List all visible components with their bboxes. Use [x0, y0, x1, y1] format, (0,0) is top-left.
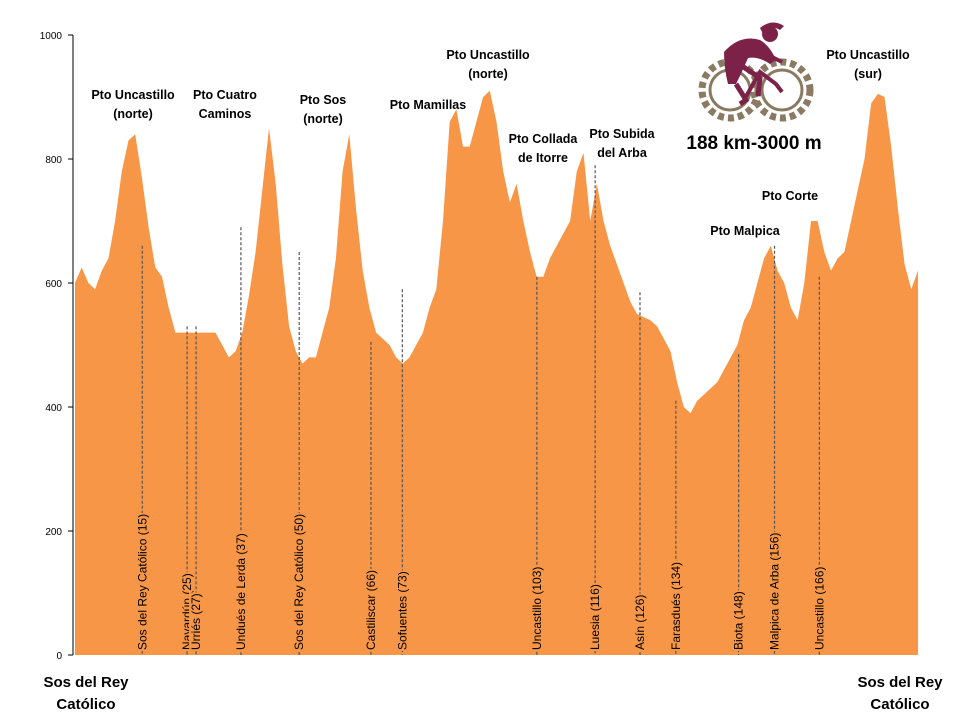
end-label: Sos del Rey Católico	[857, 674, 943, 713]
town-label: Uncastillo (103)	[530, 567, 544, 650]
y-tick-label: 800	[45, 155, 62, 166]
town-label-backing	[632, 593, 647, 651]
town-marker: Urriés (27)	[189, 326, 204, 655]
town-marker: Sos del Rey Católico (15)	[135, 245, 150, 655]
town-label: Biota (148)	[732, 591, 746, 650]
town-label-backing	[363, 568, 378, 651]
town-marker: Undués de Lerda (37)	[233, 227, 248, 655]
town-marker: Asín (126)	[632, 292, 647, 655]
peak-label-line: (norte)	[113, 107, 153, 121]
town-label-backing	[767, 531, 782, 651]
town-marker: Malpica de Arba (156)	[767, 245, 782, 655]
elevation-area-layer	[75, 90, 918, 656]
peak-label-line: del Arba	[597, 146, 648, 160]
town-label: Asín (126)	[633, 595, 647, 650]
y-tick-label: 400	[45, 403, 62, 414]
town-label-backing	[588, 583, 603, 651]
start-label-line-2: Católico	[56, 696, 115, 713]
town-marker: Sos del Rey Católico (50)	[292, 252, 307, 655]
town-marker: Luesia (116)	[588, 165, 603, 655]
peak-label: Pto Uncastillo (norte)	[446, 48, 530, 81]
town-label: Sofuentes (73)	[395, 571, 409, 650]
peak-label-line: Pto Corte	[762, 189, 818, 203]
y-tick-label: 0	[56, 651, 62, 662]
peak-label: Pto Collada de Itorre	[509, 132, 579, 165]
peak-label: Pto Malpica	[710, 224, 781, 238]
peak-label-line: Pto Sos	[300, 93, 347, 107]
peak-label-line: de Itorre	[518, 151, 568, 165]
town-marker: Castiliscar (66)	[363, 341, 378, 655]
town-label: Uncastillo (166)	[812, 567, 826, 650]
town-marker: Farasdués (134)	[668, 400, 683, 655]
town-label: Undués de Lerda (37)	[234, 533, 248, 650]
y-axis	[68, 34, 74, 656]
peak-label-line: (norte)	[468, 67, 508, 81]
peak-label: Pto Uncastillo (sur)	[826, 48, 910, 81]
peak-label-line: Pto Uncastillo	[826, 48, 910, 62]
town-label: Luesia (116)	[588, 584, 602, 650]
town-label-backing	[395, 570, 410, 651]
town-label: Sos del Rey Católico (15)	[135, 514, 149, 650]
town-marker: Biota (148)	[731, 354, 746, 655]
town-marker: Uncastillo (166)	[812, 276, 827, 655]
town-markers: Sos del Rey Católico (15) Navardún (25)Ur…	[135, 165, 827, 655]
peak-label-line: Caminos	[199, 107, 252, 121]
town-label: Urriés (27)	[189, 593, 203, 650]
end-label-line-1: Sos del Rey	[857, 674, 943, 691]
route-label: 188 km-3000 m	[686, 133, 821, 154]
peak-label: Pto Uncastillo (norte)	[91, 88, 175, 121]
peak-label-line: (sur)	[854, 67, 882, 81]
peak-label-line: (norte)	[303, 112, 343, 126]
y-tick-labels: 0 200 400 600 800 1000	[40, 31, 63, 662]
end-label-line-2: Católico	[870, 696, 929, 713]
town-label-backing	[812, 565, 827, 651]
y-tick-label: 200	[45, 527, 62, 538]
start-label: Sos del Rey Católico	[43, 674, 129, 713]
town-marker: Uncastillo (103)	[529, 276, 544, 655]
peak-label-line: Pto Mamillas	[390, 98, 466, 112]
y-tick-label: 600	[45, 279, 62, 290]
peak-label: Pto Cuatro Caminos	[193, 88, 257, 121]
peak-label-line: Pto Uncastillo	[446, 48, 530, 62]
town-label-backing	[135, 512, 150, 651]
town-label-backing	[292, 512, 307, 651]
peak-label-line: Pto Subida	[589, 127, 655, 141]
peak-label: Pto Subida del Arba	[589, 127, 655, 160]
town-label: Farasdués (134)	[669, 562, 683, 650]
peak-label: Pto Mamillas	[390, 98, 466, 112]
peak-labels: Pto Uncastillo(norte)Pto CuatroCaminosPt…	[91, 48, 910, 238]
y-tick-label: 1000	[40, 31, 63, 42]
peak-label-line: Pto Collada	[509, 132, 579, 146]
town-label-backing	[189, 592, 204, 651]
cyclist-logo-icon	[698, 22, 814, 122]
town-label: Sos del Rey Católico (50)	[292, 514, 306, 650]
town-label-backing	[731, 590, 746, 651]
town-label-backing	[529, 565, 544, 651]
elevation-area	[75, 90, 918, 656]
peak-label-line: Pto Malpica	[710, 224, 781, 238]
peak-label-line: Pto Cuatro	[193, 88, 257, 102]
town-label: Malpica de Arba (156)	[768, 533, 782, 650]
town-label-backing	[668, 560, 683, 651]
town-marker: Sofuentes (73)	[395, 289, 410, 655]
town-label: Castiliscar (66)	[364, 570, 378, 650]
peak-label: Pto Corte	[762, 189, 818, 203]
town-label-backing	[233, 532, 248, 651]
peak-label-line: Pto Uncastillo	[91, 88, 175, 102]
rider-icon	[724, 22, 784, 107]
peak-label: Pto Sos (norte)	[300, 93, 347, 126]
start-label-line-1: Sos del Rey	[43, 674, 129, 691]
